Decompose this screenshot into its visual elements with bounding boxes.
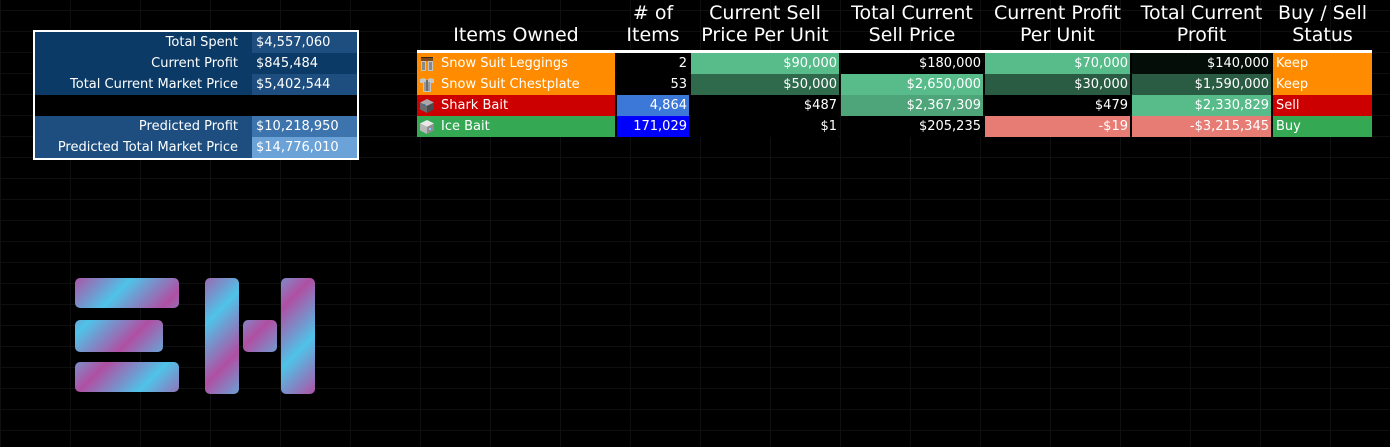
header-divider	[417, 50, 1372, 53]
summary-panel: Total Spent $4,557,060 Current Profit $8…	[33, 30, 359, 160]
sell-price-cell[interactable]: $50,000	[691, 74, 839, 95]
eh-logo-icon	[74, 276, 318, 396]
header-num-items[interactable]: # of Items	[626, 2, 680, 46]
summary-row-current-profit: Current Profit $845,484	[35, 53, 357, 74]
header-items-owned[interactable]: Items Owned	[453, 24, 579, 46]
profit-unit-cell[interactable]: $70,000	[985, 53, 1130, 74]
shark-bait-icon	[419, 98, 435, 114]
total-profit-cell[interactable]: $2,330,829	[1132, 95, 1271, 116]
summary-value[interactable]: $4,557,060	[252, 32, 357, 53]
profit-unit-cell[interactable]: $479	[985, 95, 1130, 116]
item-count-cell[interactable]: 53	[617, 74, 689, 95]
ice-bait-icon	[419, 119, 435, 135]
profit-unit-cell[interactable]: $30,000	[985, 74, 1130, 95]
summary-value[interactable]: $5,402,544	[252, 74, 357, 95]
summary-row-predicted-profit: Predicted Profit $10,218,950	[35, 116, 357, 137]
item-count-cell[interactable]: 171,029	[617, 116, 689, 137]
header-total-sell-price[interactable]: Total Current Sell Price	[851, 2, 973, 46]
summary-label[interactable]: Total Spent	[35, 32, 252, 53]
header-sell-price-per-unit[interactable]: Current Sell Price Per Unit	[701, 2, 829, 46]
table-row: Snow Suit Chestplate 53 $50,000 $2,650,0…	[417, 74, 1372, 95]
total-sell-cell[interactable]: $205,235	[841, 116, 983, 137]
total-sell-cell[interactable]: $2,367,309	[841, 95, 983, 116]
summary-row-total-market-price: Total Current Market Price $5,402,544	[35, 74, 357, 95]
total-profit-cell[interactable]: -$3,215,345	[1132, 116, 1271, 137]
summary-label[interactable]: Predicted Total Market Price	[35, 137, 252, 158]
total-profit-cell[interactable]: $1,590,000	[1132, 74, 1271, 95]
header-profit-per-unit[interactable]: Current Profit Per Unit	[994, 2, 1121, 46]
status-cell[interactable]: Keep	[1273, 74, 1372, 95]
status-cell[interactable]: Sell	[1273, 95, 1372, 116]
summary-value[interactable]: $10,218,950	[252, 116, 357, 137]
summary-row-predicted-total-market-price: Predicted Total Market Price $14,776,010	[35, 137, 357, 158]
status-cell[interactable]: Buy	[1273, 116, 1372, 137]
summary-value[interactable]: $845,484	[252, 53, 357, 74]
item-name-cell[interactable]: Snow Suit Chestplate	[417, 74, 615, 95]
item-count-cell[interactable]: 2	[617, 53, 689, 74]
header-total-profit[interactable]: Total Current Profit	[1140, 2, 1263, 46]
item-name: Shark Bait	[441, 98, 509, 113]
table-row: Ice Bait 171,029 $1 $205,235 -$19 -$3,21…	[417, 116, 1372, 137]
sell-price-cell[interactable]: $90,000	[691, 53, 839, 74]
status-cell[interactable]: Keep	[1273, 53, 1372, 74]
table-row: Snow Suit Leggings 2 $90,000 $180,000 $7…	[417, 53, 1372, 74]
table-row: Shark Bait 4,864 $487 $2,367,309 $479 $2…	[417, 95, 1372, 116]
summary-value[interactable]: $14,776,010	[252, 137, 357, 158]
item-name-cell[interactable]: Shark Bait	[417, 95, 615, 116]
profit-unit-cell[interactable]: -$19	[985, 116, 1130, 137]
item-name: Snow Suit Chestplate	[441, 77, 580, 92]
item-count-cell[interactable]: 4,864	[617, 95, 689, 116]
item-name-cell[interactable]: Ice Bait	[417, 116, 615, 137]
total-sell-cell[interactable]: $2,650,000	[841, 74, 983, 95]
summary-label[interactable]: Current Profit	[35, 53, 252, 74]
total-profit-cell[interactable]: $140,000	[1132, 53, 1271, 74]
chestplate-icon	[419, 77, 435, 93]
leggings-icon	[419, 56, 435, 72]
item-name: Snow Suit Leggings	[441, 56, 568, 71]
header-status[interactable]: Buy / Sell Status	[1277, 2, 1368, 46]
item-name: Ice Bait	[441, 119, 490, 134]
sell-price-cell[interactable]: $487	[691, 95, 839, 116]
summary-label[interactable]: Total Current Market Price	[35, 74, 252, 95]
item-name-cell[interactable]: Snow Suit Leggings	[417, 53, 615, 74]
sell-price-cell[interactable]: $1	[691, 116, 839, 137]
total-sell-cell[interactable]: $180,000	[841, 53, 983, 74]
summary-label[interactable]: Predicted Profit	[35, 116, 252, 137]
summary-row-total-spent: Total Spent $4,557,060	[35, 32, 357, 53]
